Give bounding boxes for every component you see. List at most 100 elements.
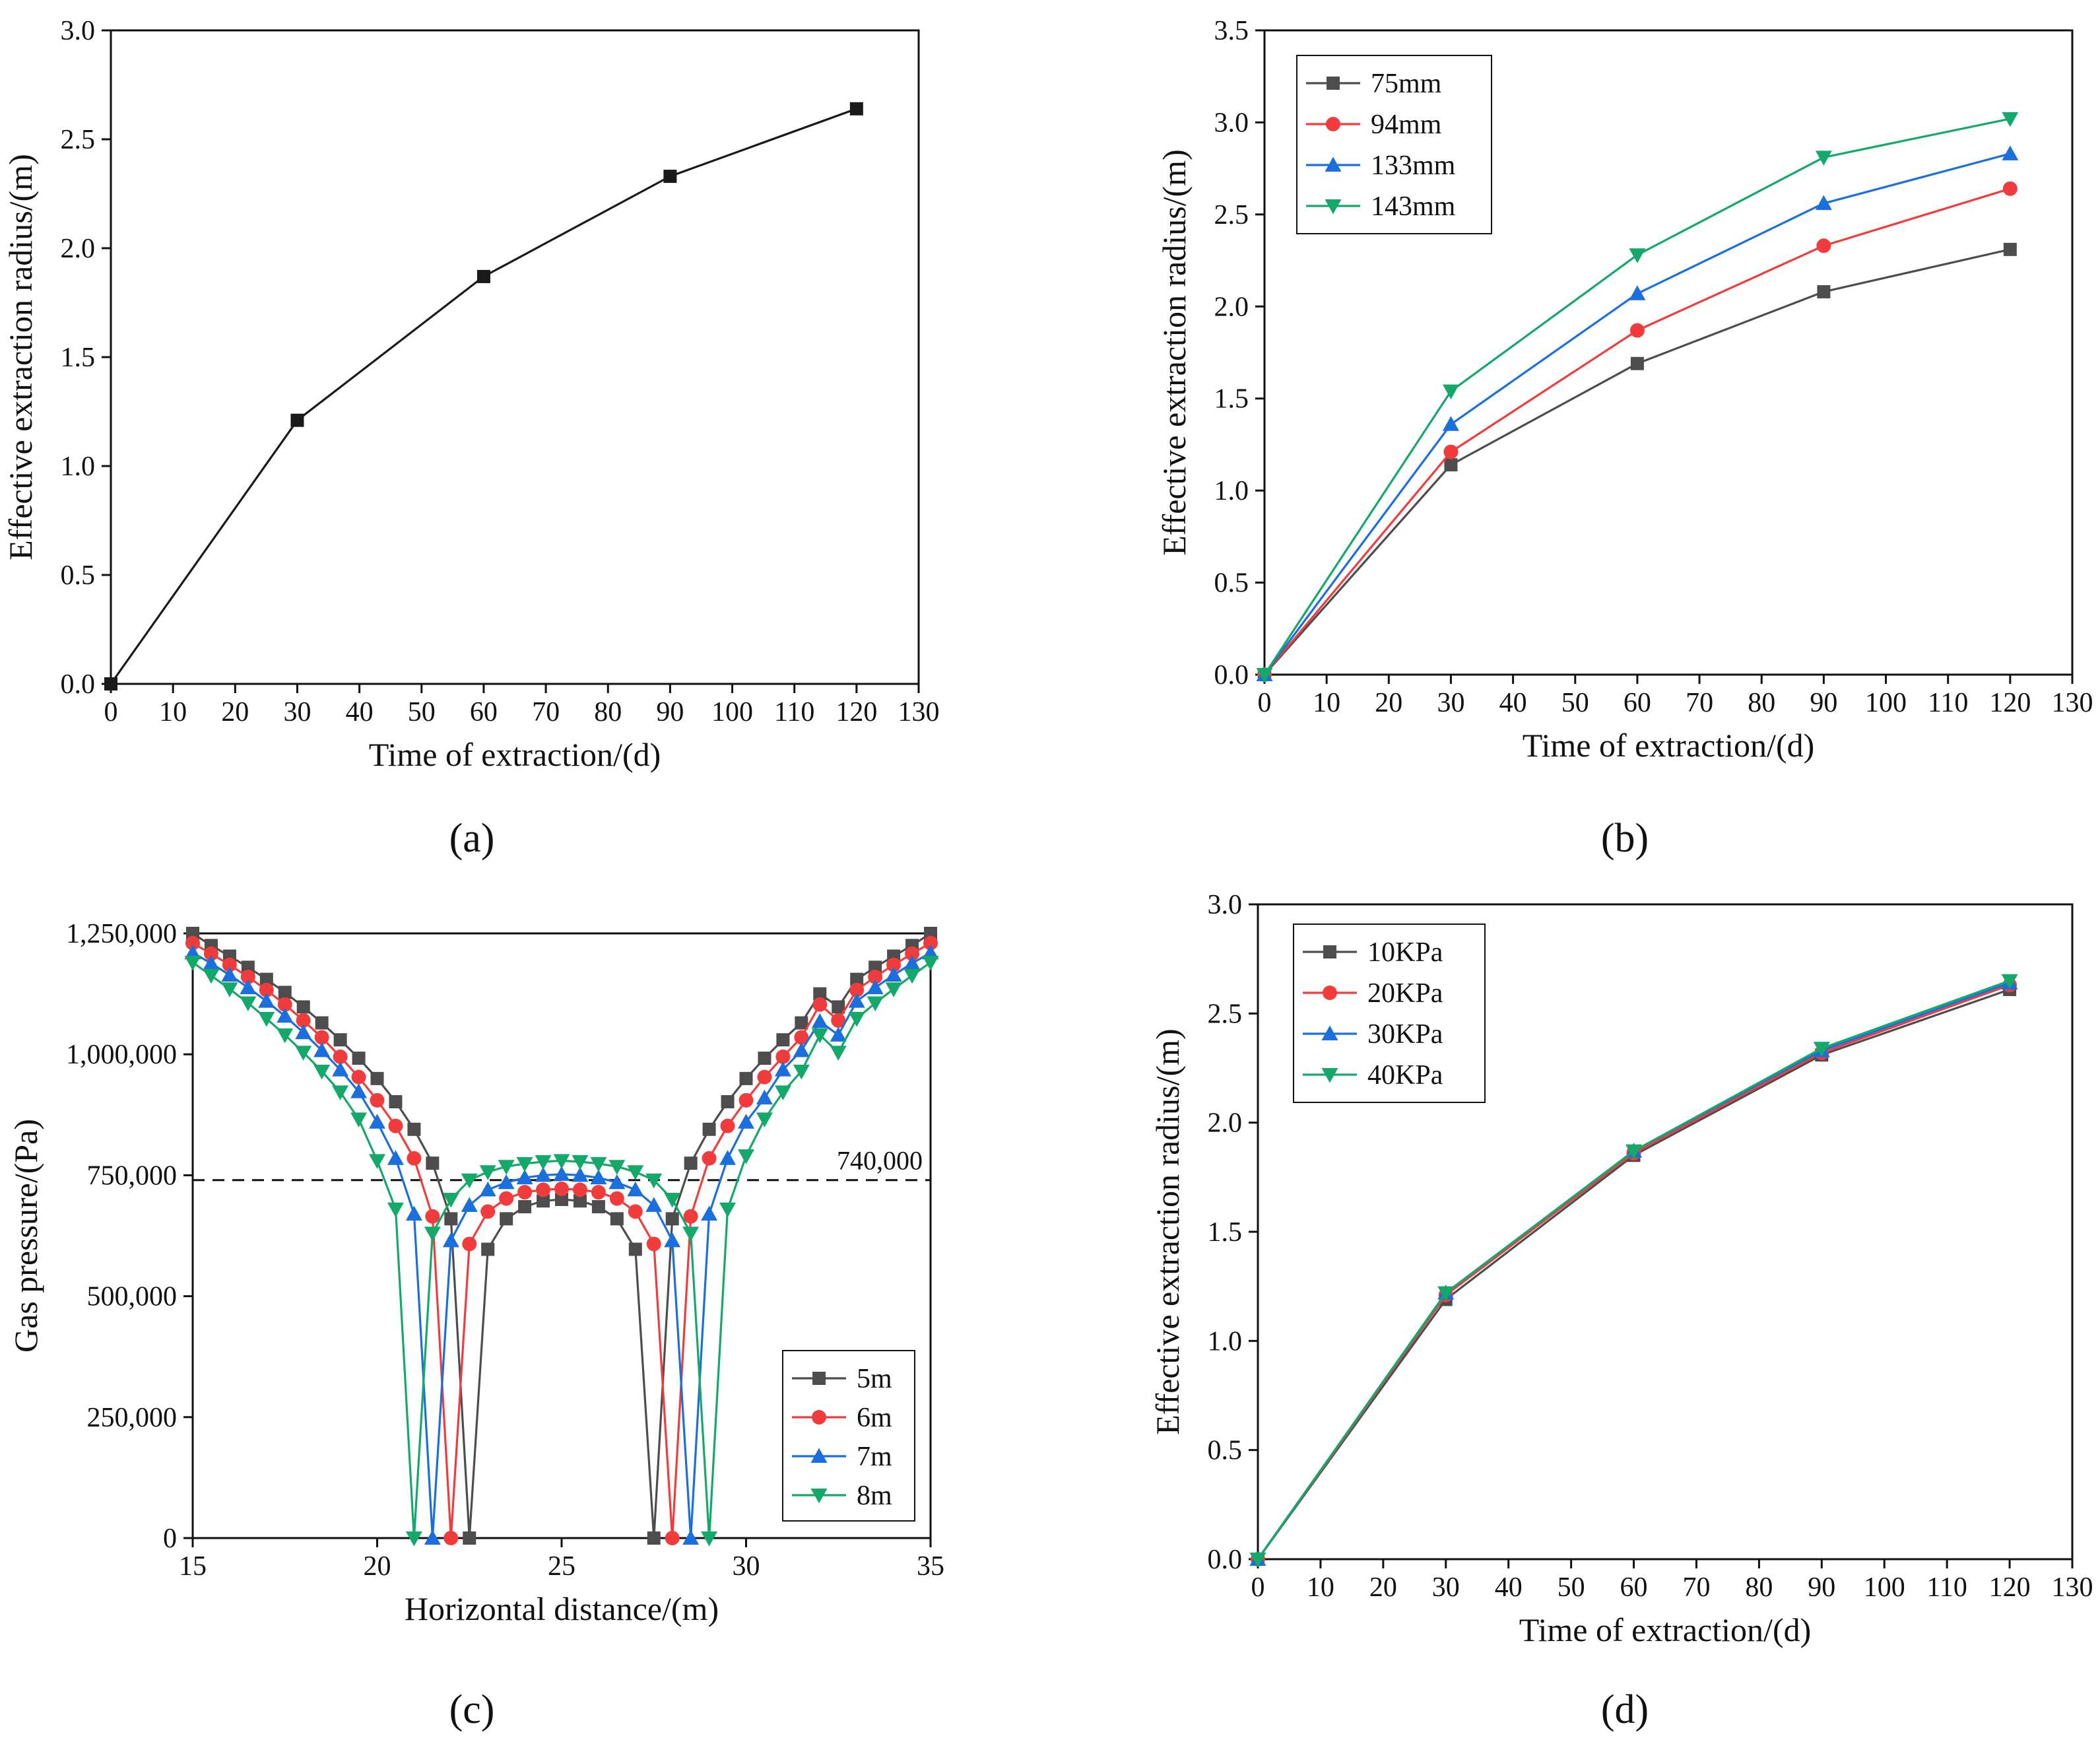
data-point-8m <box>369 1154 385 1169</box>
data-point-133mm <box>2002 145 2019 160</box>
series-6m <box>185 935 938 1545</box>
data-point-143mm <box>1256 668 1273 683</box>
data-point-7m <box>332 1061 349 1077</box>
legend-label-10KPa: 10KPa <box>1367 937 1443 968</box>
x-tick-label: 20 <box>1375 688 1402 718</box>
data-point-8m <box>848 1011 865 1027</box>
x-tick-label: 120 <box>1989 1572 2031 1603</box>
data-point-6m <box>628 1204 643 1219</box>
legend-label-20KPa: 20KPa <box>1367 978 1443 1009</box>
data-point-7m <box>405 1205 422 1221</box>
data-point-8m <box>719 1202 737 1218</box>
data-point-7m <box>682 1529 700 1545</box>
data-point-133mm <box>1815 195 1832 211</box>
data-point-7m <box>811 1013 828 1028</box>
x-tick-label: 40 <box>1499 688 1527 718</box>
data-point-6m <box>425 1209 440 1224</box>
series-40KPa <box>1249 974 2018 1568</box>
x-tick-label: 80 <box>594 697 622 727</box>
data-point-8m <box>885 982 902 997</box>
data-point-143mm <box>1442 384 1459 400</box>
data-point-133mm <box>1629 285 1646 300</box>
y-tick-label: 2.0 <box>61 234 96 264</box>
legend-marker-75mm <box>1327 77 1340 90</box>
data-point-6m <box>923 935 938 951</box>
data-point-5m <box>702 1122 716 1136</box>
data-point-7m <box>830 1026 847 1042</box>
x-tick-label: 120 <box>836 697 877 727</box>
panel-label-a: (a) <box>449 816 495 861</box>
x-tick-label: 20 <box>1369 1572 1397 1603</box>
data-point-7m <box>885 966 902 982</box>
data-point-8m <box>903 968 921 984</box>
legend-label-6m: 6m <box>857 1403 892 1433</box>
data-point-7m <box>277 1007 294 1023</box>
data-point-6m <box>517 1185 533 1200</box>
data-point-5m <box>739 1071 753 1085</box>
y-axis-label: Effective extraction radius/(m) <box>2 154 39 560</box>
data-point-6m <box>443 1531 459 1545</box>
y-tick-label: 750,000 <box>87 1160 178 1191</box>
data-point-7m <box>479 1181 496 1197</box>
data-point-8m <box>516 1157 533 1172</box>
data-point-8m <box>738 1149 754 1164</box>
legend-label-75mm: 75mm <box>1371 69 1442 99</box>
data-point-6m <box>351 1069 366 1085</box>
x-tick-label: 130 <box>898 697 940 727</box>
data-point-7m <box>756 1089 773 1105</box>
data-point-5m <box>407 1122 421 1136</box>
y-tick-label: 2.5 <box>1214 200 1249 230</box>
x-tick-label: 110 <box>1926 1572 1967 1603</box>
y-tick-label: 1,250,000 <box>66 919 177 949</box>
legend-label-8m: 8m <box>857 1481 892 1511</box>
data-point-6m <box>333 1049 348 1064</box>
data-point-6m <box>314 1030 329 1045</box>
data-point-7m <box>203 955 220 970</box>
y-tick-label: 0.5 <box>1208 1436 1243 1466</box>
data-point-6m <box>259 982 274 997</box>
data-point-75mm <box>2003 242 2017 256</box>
legend-label-5m: 5m <box>857 1364 892 1394</box>
y-tick-label: 3.0 <box>61 16 96 46</box>
data-point-8m <box>664 1193 681 1208</box>
data-point-5m <box>555 1193 568 1207</box>
legend-marker-143mm <box>1325 199 1342 215</box>
legend-marker-133mm <box>1325 156 1342 172</box>
data-point-6m <box>480 1204 496 1219</box>
data-point-133mm <box>1442 416 1459 431</box>
x-tick-label: 80 <box>1745 1572 1773 1603</box>
data-point-7m <box>867 979 884 995</box>
data-point-7m <box>369 1114 385 1129</box>
y-tick-label: 0.5 <box>61 560 96 591</box>
data-point-6m <box>296 1013 311 1028</box>
data-point-6m <box>240 969 255 984</box>
x-tick-label: 20 <box>364 1551 391 1582</box>
y-tick-label: 250,000 <box>87 1403 178 1433</box>
x-tick-label: 130 <box>2052 688 2093 718</box>
data-point-6m <box>591 1185 606 1200</box>
legend-marker-40KPa <box>1321 1068 1338 1083</box>
data-point-5m <box>296 1000 310 1014</box>
x-tick-label: 0 <box>1258 688 1272 718</box>
legend-marker-5m <box>812 1372 826 1385</box>
y-tick-label: 1.0 <box>1208 1326 1243 1357</box>
data-point-5m <box>518 1200 532 1214</box>
data-point-6m <box>499 1191 514 1206</box>
data-point-8m <box>793 1064 810 1080</box>
data-point-5m <box>850 972 864 986</box>
data-point-8m <box>479 1165 496 1180</box>
data-point-6m <box>849 982 865 997</box>
data-point-8m <box>535 1155 552 1170</box>
data-point-5m <box>333 1033 347 1047</box>
y-tick-label: 3.5 <box>1214 16 1249 46</box>
data-point-40KPa <box>2001 974 2018 990</box>
data-point-7m <box>516 1169 533 1185</box>
x-tick-label: 10 <box>159 697 187 727</box>
data-point-radius <box>663 170 677 184</box>
y-tick-label: 2.5 <box>1208 999 1243 1029</box>
x-tick-label: 50 <box>1561 688 1589 718</box>
data-point-5m <box>758 1052 771 1065</box>
legend-marker-10KPa <box>1323 945 1336 958</box>
panel-d: 0 10 20 30 40 50 60 70 80 90 100 110 120 130 0.0 0.5 1.0… <box>1149 890 2093 1648</box>
data-point-7m <box>313 1042 331 1058</box>
